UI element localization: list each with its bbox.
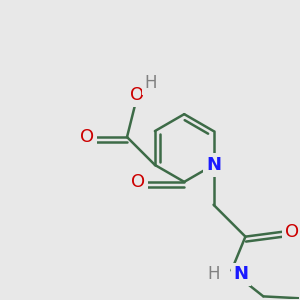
- Text: N: N: [233, 266, 248, 284]
- Text: O: O: [80, 128, 94, 146]
- Text: O: O: [130, 86, 144, 104]
- Text: H: H: [207, 266, 220, 284]
- Text: N: N: [206, 156, 221, 174]
- Text: O: O: [285, 223, 299, 241]
- Text: O: O: [131, 173, 146, 191]
- Text: H: H: [145, 74, 157, 92]
